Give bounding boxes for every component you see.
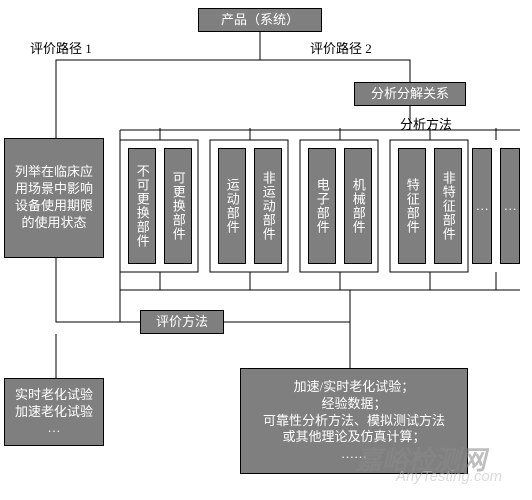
node-text: 电子部件 bbox=[314, 178, 330, 234]
node-c4: 电子部件 bbox=[308, 148, 336, 264]
node-text: 运动部件 bbox=[224, 178, 240, 234]
node-top: 产品（系统） bbox=[198, 8, 322, 32]
node-text: … bbox=[502, 198, 518, 214]
node-text: … bbox=[474, 198, 490, 214]
label-route1: 评价路径 1 bbox=[30, 38, 92, 57]
node-text: 机械部件 bbox=[350, 178, 366, 234]
node-c6: 特征部件 bbox=[398, 148, 426, 264]
node-c0: 不可更换部件 bbox=[128, 148, 156, 264]
node-text: 特征部件 bbox=[404, 178, 420, 234]
node-c1: 可更换部件 bbox=[164, 148, 192, 264]
node-text: 非特征部件 bbox=[440, 171, 456, 241]
node-c3: 非运动部件 bbox=[254, 148, 282, 264]
label-route2: 评价路径 2 bbox=[310, 38, 372, 57]
node-text: 不可更换部件 bbox=[134, 164, 150, 248]
node-text: 可更换部件 bbox=[170, 171, 186, 241]
node-c7: 非特征部件 bbox=[434, 148, 462, 264]
node-eval_m: 评价方法 bbox=[140, 310, 224, 334]
node-c8: … bbox=[472, 148, 492, 264]
node-c2: 运动部件 bbox=[218, 148, 246, 264]
node-c5: 机械部件 bbox=[344, 148, 372, 264]
node-analyze: 分析分解关系 bbox=[354, 82, 466, 106]
node-leftbig: 列举在临床应用场景中影响设备使用期限的使用状态 bbox=[4, 138, 104, 258]
node-text: 非运动部件 bbox=[260, 171, 276, 241]
node-bot_left: 实时老化试验加速老化试验… bbox=[4, 378, 104, 446]
node-c9: … bbox=[500, 148, 520, 264]
watermark-sub: AnyTesting.com bbox=[396, 468, 502, 485]
label-method_lbl: 分析方法 bbox=[400, 114, 452, 133]
